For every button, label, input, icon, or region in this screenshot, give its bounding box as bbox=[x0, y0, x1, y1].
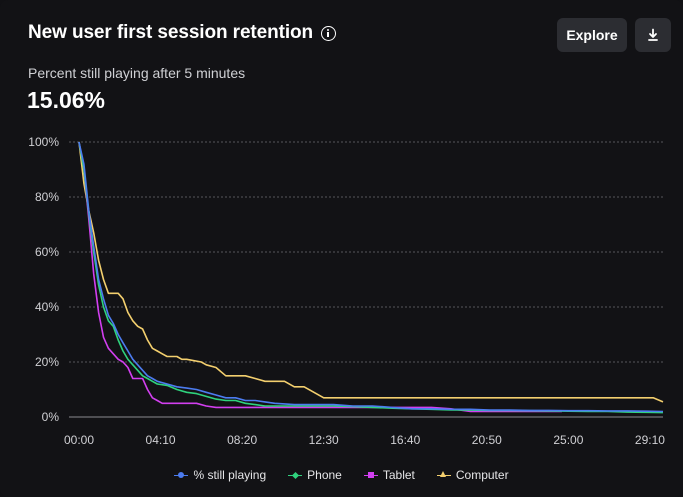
legend-item-tablet[interactable]: Tablet bbox=[363, 468, 415, 482]
y-tick-label: 100% bbox=[28, 135, 59, 149]
y-tick-label: 80% bbox=[35, 190, 59, 204]
download-icon bbox=[648, 28, 658, 41]
legend-swatch-diamond-icon bbox=[288, 470, 303, 480]
x-tick-label: 20:50 bbox=[472, 433, 502, 447]
card-title: New user first session retention bbox=[28, 22, 314, 43]
legend-swatch-square-icon bbox=[363, 470, 378, 480]
metric-value: 15.06% bbox=[27, 87, 106, 113]
x-tick-label: 12:30 bbox=[309, 433, 339, 447]
card-title-row: New user first session retention bbox=[28, 22, 337, 44]
explore-button[interactable]: Explore bbox=[557, 18, 627, 52]
legend-swatch-circle-icon bbox=[174, 470, 189, 480]
x-tick-label: 00:00 bbox=[64, 433, 94, 447]
series-line-phone bbox=[78, 141, 664, 414]
legend-label: Tablet bbox=[382, 468, 415, 482]
legend-swatch-triangle-icon bbox=[436, 470, 451, 480]
y-tick-label: 40% bbox=[35, 300, 59, 314]
legend-item-all[interactable]: % still playing bbox=[174, 468, 266, 482]
y-tick-label: 20% bbox=[35, 355, 59, 369]
x-tick-label: 08:20 bbox=[227, 433, 257, 447]
x-tick-label: 16:40 bbox=[390, 433, 420, 447]
series-line-computer bbox=[78, 141, 664, 403]
legend-item-phone[interactable]: Phone bbox=[288, 468, 342, 482]
x-tick-label: 04:10 bbox=[146, 433, 176, 447]
legend-label: Phone bbox=[307, 468, 342, 482]
x-tick-label: 29:10 bbox=[635, 433, 665, 447]
y-tick-label: 60% bbox=[35, 245, 59, 259]
legend-item-computer[interactable]: Computer bbox=[436, 468, 509, 482]
metric-label: Percent still playing after 5 minutes bbox=[28, 65, 246, 81]
chart-legend: % still playing Phone Tablet Computer bbox=[0, 468, 683, 482]
series-line-all bbox=[78, 141, 664, 413]
x-tick-label: 25:00 bbox=[553, 433, 583, 447]
legend-label: % still playing bbox=[193, 468, 267, 482]
series-line-tablet bbox=[78, 141, 562, 413]
legend-label: Computer bbox=[455, 468, 509, 482]
y-tick-label: 0% bbox=[42, 410, 60, 424]
download-button[interactable] bbox=[635, 18, 671, 52]
info-icon[interactable] bbox=[321, 25, 337, 41]
retention-chart: 0% 20% 40% 60% 80% 100% 00:00 04:10 08:20 12:30 16… bbox=[28, 135, 665, 447]
